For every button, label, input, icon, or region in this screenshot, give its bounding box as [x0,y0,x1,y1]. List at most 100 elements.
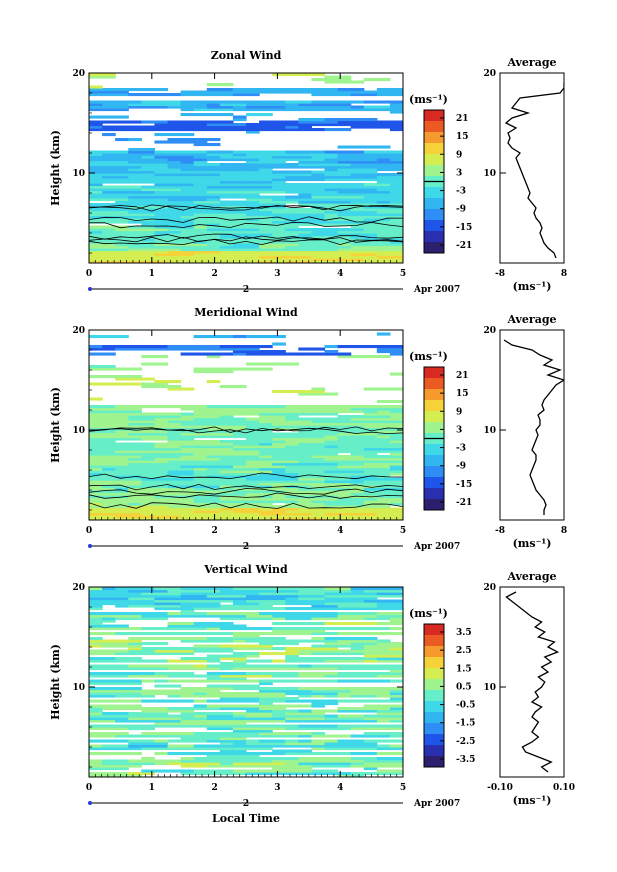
heatmap-cell [206,627,221,631]
heatmap-cell [141,460,156,464]
heatmap-cell [115,120,142,124]
heatmap-cell [193,614,247,618]
heatmap-cell [128,138,142,142]
heatmap-cell [167,679,208,683]
heatmap-cell [180,455,208,459]
heatmap-cell [193,477,247,481]
heatmap-cell [219,485,234,489]
heatmap-cell [154,233,169,237]
heatmap-cell [376,200,391,204]
heatmap-cell [272,712,286,716]
colorbar-segment [424,635,444,647]
heatmap-cell [272,480,326,484]
heatmap-cell [167,694,182,698]
heatmap-cell [89,452,142,456]
heatmap-cell [193,220,234,224]
heatmap-cell [337,667,378,671]
heatmap-cell [259,485,273,489]
heatmap-cell [259,652,299,656]
heatmap-cell [89,649,129,653]
heatmap-cell [363,654,403,658]
heatmap-cell [232,744,286,748]
heatmap-cell [259,243,299,247]
heatmap-cell [311,420,365,424]
heatmap-cell [363,238,391,242]
heatmap-cell [206,420,260,424]
heatmap-cell [193,410,208,414]
heatmap-cell [180,612,208,616]
zero-contour-line [89,472,403,480]
heatmap-cell [376,709,403,713]
heatmap-cell [180,687,234,691]
heatmap-cell [298,437,339,441]
colorbar-segment [424,198,444,210]
heatmap-cell [285,153,299,157]
heatmap-cell [311,410,365,414]
heatmap-cell [259,467,286,471]
heatmap-cell [363,487,403,491]
heatmap-cell [272,442,299,446]
heatmap-cell [193,193,208,197]
heatmap-cell [167,485,221,489]
heatmap-cell [115,138,129,142]
heatmap-cell [128,213,156,217]
heatmap-cell [298,163,352,167]
heatmap-cell [246,747,273,751]
heatmap-cell [246,724,299,728]
heatmap-cell [141,223,195,227]
heatmap-cell [141,647,195,651]
heatmap-cell [324,168,339,172]
heatmap-cell [272,707,286,711]
heatmap-cell [389,110,403,114]
heatmap-cell [246,417,286,421]
heatmap-cell [337,445,365,449]
heatmap-cell [259,258,286,262]
heatmap-cell [128,717,182,721]
heatmap-cell [350,657,378,661]
heatmap-cell [350,235,365,239]
heatmap-cell [154,759,182,763]
heatmap-cell [363,642,378,646]
heatmap-cell [389,243,403,247]
heatmap-cell [89,744,103,748]
zero-contour-line [89,205,403,212]
heatmap-cell [232,432,273,436]
heatmap-cell [298,652,313,656]
heatmap-cell [246,482,260,486]
heatmap-cell [259,732,313,736]
heatmap-cell [311,205,326,209]
heatmap-cell [389,345,403,349]
heatmap-cell [102,250,156,254]
heatmap-cell [89,517,129,520]
heatmap-cell [285,88,339,92]
heatmap-cell [154,230,182,234]
heatmap-cell [246,502,273,506]
heatmap-cell [128,712,169,716]
heatmap-cell [128,487,182,491]
heatmap-cell [324,659,365,663]
heatmap-cell [180,639,234,643]
heatmap-cell [167,165,182,169]
heatmap-cell [376,445,403,449]
heatmap-cell [89,717,129,721]
heatmap-cell [350,193,391,197]
heatmap-cell [232,258,260,262]
heatmap-cell [154,599,182,603]
heatmap-cell [89,724,142,728]
colorbar-segment [424,121,444,133]
heatmap-cell [115,243,156,247]
average-title: Average [506,56,556,69]
heatmap-cell [298,203,326,207]
heatmap-cell [206,352,234,356]
heatmap-cell [128,647,142,651]
heatmap-cell [206,747,247,751]
heatmap-cell [128,742,169,746]
heatmap-cell [219,163,273,167]
heatmap-cell [89,410,142,414]
heatmap-cell [389,744,403,748]
heatmap-cell [206,455,260,459]
heatmap-cell [206,667,221,671]
colorbar-segment [424,411,444,423]
heatmap-cell [219,235,247,239]
